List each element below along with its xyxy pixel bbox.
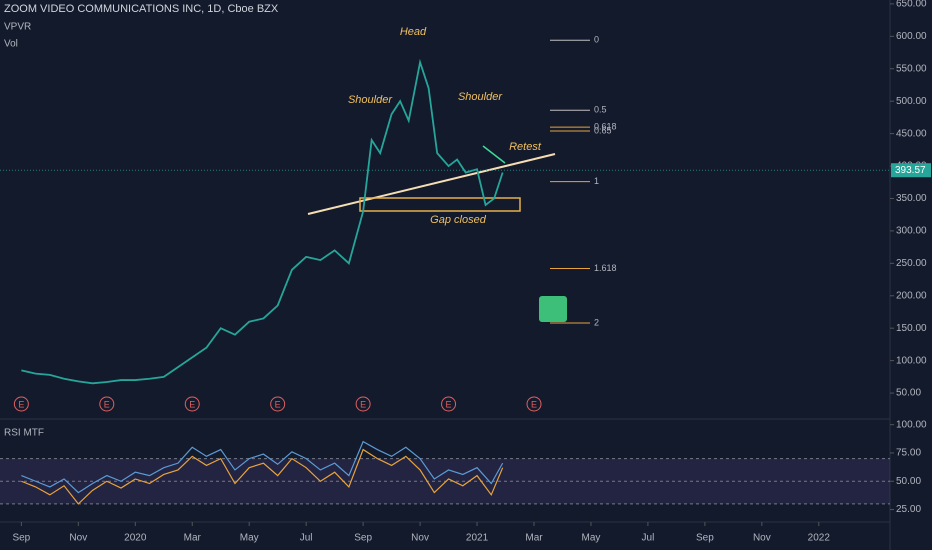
target-box xyxy=(539,296,567,322)
x-tick-label: May xyxy=(240,533,259,544)
y-tick-label: 650.00 xyxy=(896,0,927,10)
x-tick-label: Jul xyxy=(300,533,313,544)
earnings-marker xyxy=(526,396,542,412)
y-tick-label: 200.00 xyxy=(896,290,927,301)
fib-label: 0 xyxy=(594,35,599,45)
earnings-marker xyxy=(355,396,371,412)
x-tick-label: Sep xyxy=(12,533,30,544)
annotation: Head xyxy=(400,26,427,38)
retest-line xyxy=(482,145,506,164)
x-tick-label: Sep xyxy=(696,533,714,544)
earnings-marker xyxy=(441,396,457,412)
y-tick-label: 75.00 xyxy=(896,448,921,459)
x-tick-label: Nov xyxy=(411,533,429,544)
fib-label: 1.618 xyxy=(594,263,617,273)
price-tag xyxy=(891,163,931,178)
earnings-label: E xyxy=(189,399,195,409)
annotation: Shoulder xyxy=(458,91,503,103)
earnings-label: E xyxy=(360,399,366,409)
indicator: VPVR xyxy=(4,22,31,33)
y-tick-label: 100.00 xyxy=(896,419,927,430)
fib-label: 0.65 xyxy=(594,125,612,135)
y-tick-label: 500.00 xyxy=(896,96,927,107)
indicator: Vol xyxy=(4,39,18,50)
y-tick-label: 50.00 xyxy=(896,476,921,487)
annotation: Shoulder xyxy=(348,94,393,106)
x-tick-label: Nov xyxy=(753,533,771,544)
neckline xyxy=(307,153,556,215)
annotation: Retest xyxy=(509,141,542,153)
earnings-label: E xyxy=(104,399,110,409)
y-tick-label: 100.00 xyxy=(896,355,927,366)
x-tick-label: May xyxy=(582,533,601,544)
fib-label: 2 xyxy=(594,317,599,327)
fib-label: 0.618 xyxy=(594,122,617,132)
x-tick-label: Mar xyxy=(184,533,202,544)
y-tick-label: 350.00 xyxy=(896,193,927,204)
earnings-marker xyxy=(13,396,29,412)
chart-title: ZOOM VIDEO COMMUNICATIONS INC, 1D, Cboe … xyxy=(4,3,279,15)
series-line xyxy=(21,448,504,505)
x-tick-label: 2020 xyxy=(124,533,147,544)
x-tick-label: 2022 xyxy=(808,533,831,544)
y-tick-label: 300.00 xyxy=(896,226,927,237)
earnings-marker xyxy=(270,396,286,412)
y-tick-label: 450.00 xyxy=(896,128,927,139)
x-tick-label: Nov xyxy=(69,533,87,544)
y-tick-label: 600.00 xyxy=(896,31,927,42)
earnings-marker xyxy=(99,396,115,412)
earnings-label: E xyxy=(446,399,452,409)
earnings-label: E xyxy=(18,399,24,409)
x-tick-label: Mar xyxy=(525,533,543,544)
series-line xyxy=(21,440,504,494)
x-tick-label: 2021 xyxy=(466,533,489,544)
x-tick-label: Sep xyxy=(354,533,372,544)
fib-label: 1 xyxy=(594,176,599,186)
y-tick-label: 25.00 xyxy=(896,504,921,515)
y-tick-label: 250.00 xyxy=(896,258,927,269)
annotation: Gap closed xyxy=(430,214,487,226)
earnings-label: E xyxy=(531,399,537,409)
price-tag-label: 393.57 xyxy=(895,165,926,176)
y-tick-label: 550.00 xyxy=(896,63,927,74)
earnings-marker xyxy=(184,396,200,412)
rsi-title: RSI MTF xyxy=(4,428,44,439)
y-tick-label: 50.00 xyxy=(896,388,921,399)
earnings-label: E xyxy=(275,399,281,409)
gap-box xyxy=(359,197,521,212)
fib-label: 0.5 xyxy=(594,105,607,115)
y-tick-label: 150.00 xyxy=(896,323,927,334)
series-line xyxy=(21,58,504,385)
x-tick-label: Jul xyxy=(642,533,655,544)
